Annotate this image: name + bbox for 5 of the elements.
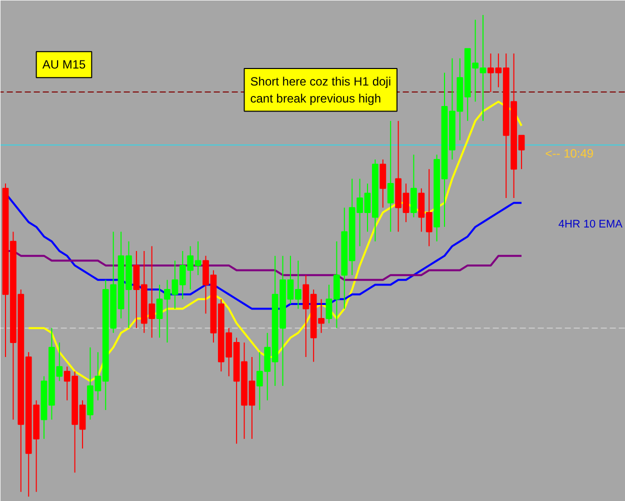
text: <-- 10:49 (545, 146, 594, 161)
annotation: Short here coz this H1 doji cant break previous high (250, 74, 392, 106)
text: 4HR 10 EMA (558, 218, 624, 231)
candlestick (387, 120, 394, 232)
annotation: AU M15 (42, 58, 86, 72)
